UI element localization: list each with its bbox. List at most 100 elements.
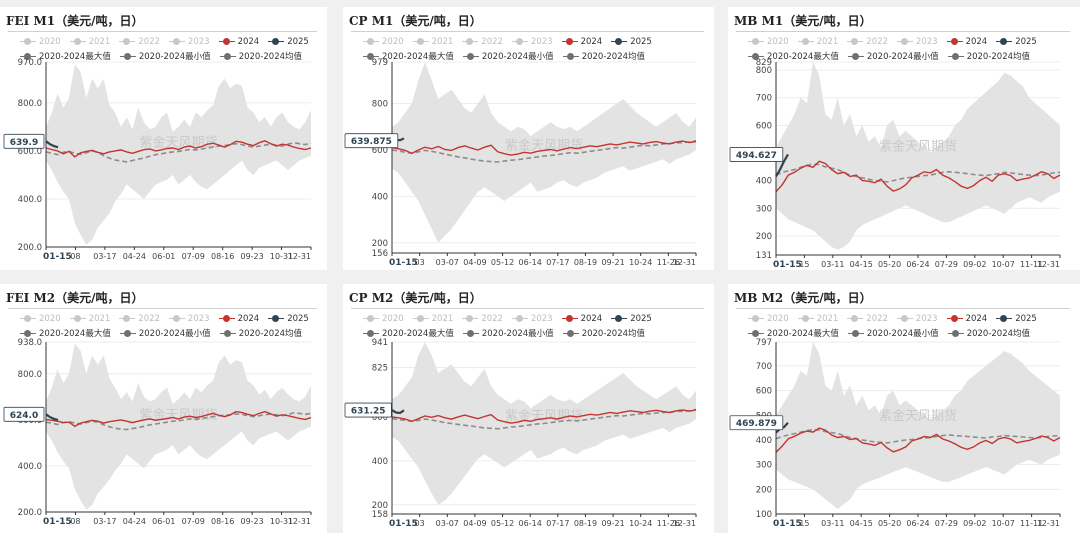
legend-item-3[interactable]: 2023 <box>511 312 553 327</box>
legend-item-6[interactable]: 2020-2024最大值 <box>20 327 111 342</box>
legend-marker-icon <box>363 52 379 61</box>
y-tick-label: 600 <box>372 146 388 156</box>
current-value-badge <box>729 415 784 431</box>
legend-marker-icon <box>363 329 379 338</box>
legend-item-6[interactable]: 2020-2024最大值 <box>20 50 111 65</box>
legend-item-4[interactable]: 2024 <box>561 312 602 327</box>
minmax-band <box>46 343 311 510</box>
legend-item-5[interactable]: 2025 <box>996 35 1037 50</box>
x-tick-label: 12-31 <box>673 519 696 528</box>
x-tick-label: 06-14 <box>519 258 542 267</box>
legend-marker-icon <box>947 329 964 338</box>
legend-item-1[interactable]: 2021 <box>797 35 838 50</box>
legend-label: 2025 <box>1015 314 1037 324</box>
y-tick-label: 941 <box>372 338 388 348</box>
y-tick-label: 600 <box>372 413 388 423</box>
legend-item-7[interactable]: 2020-2024最小值 <box>847 50 939 65</box>
legend-item-7[interactable]: 2020-2024最小值 <box>119 50 211 65</box>
legend-item-2[interactable]: 2022 <box>119 35 160 50</box>
legend-item-6[interactable]: 2020-2024最大值 <box>363 50 454 65</box>
current-value-label: 469.879 <box>736 419 777 429</box>
legend-item-4[interactable]: 2024 <box>561 35 602 50</box>
legend-item-0[interactable]: 2020 <box>20 312 61 327</box>
legend-item-7[interactable]: 2020-2024最小值 <box>462 327 554 342</box>
legend-item-3[interactable]: 2023 <box>168 35 210 50</box>
legend-item-3[interactable]: 2023 <box>896 35 938 50</box>
legend-item-4[interactable]: 2024 <box>946 35 987 50</box>
legend-item-0[interactable]: 2020 <box>20 35 61 50</box>
legend-item-2[interactable]: 2022 <box>462 35 503 50</box>
x-tick-label: 07-17 <box>546 258 569 267</box>
legend-label: 2025 <box>630 37 652 47</box>
legend-item-0[interactable]: 2020 <box>363 35 404 50</box>
legend-item-8[interactable]: 2020-2024均值 <box>219 327 303 342</box>
legend-item-0[interactable]: 2020 <box>363 312 404 327</box>
x-tick-label: 11-26 <box>657 519 680 528</box>
series-2024-line <box>391 409 697 424</box>
legend-item-5[interactable]: 2025 <box>268 35 309 50</box>
legend-item-8[interactable]: 2020-2024均值 <box>562 50 645 65</box>
legend-marker-icon <box>511 37 528 46</box>
legend-item-6[interactable]: 2020-2024最大值 <box>363 327 454 342</box>
legend-item-8[interactable]: 2020-2024均值 <box>219 50 302 65</box>
legend-marker-icon <box>561 37 578 46</box>
legend-item-6[interactable]: 2020-2024最大值 <box>748 327 839 342</box>
legend-item-0[interactable]: 2020 <box>748 312 789 327</box>
legend-marker-icon <box>69 314 86 323</box>
legend-item-0[interactable]: 2020 <box>748 35 789 50</box>
y-tick-label: 400 <box>756 177 772 187</box>
legend-item-2[interactable]: 2022 <box>462 312 503 327</box>
x-tick-label: 08 <box>70 517 80 526</box>
legend-item-1[interactable]: 2021 <box>69 35 110 50</box>
legend-item-5[interactable]: 2025 <box>996 312 1037 327</box>
legend-item-4[interactable]: 2024 <box>218 35 260 50</box>
x-tick-label: 12-31 <box>1037 519 1060 528</box>
legend-item-2[interactable]: 2022 <box>847 312 888 327</box>
legend-marker-icon <box>847 314 864 323</box>
legend-label: 2022 <box>866 37 888 47</box>
legend-item-8[interactable]: 2020-2024均值 <box>947 50 1030 65</box>
legend-item-1[interactable]: 2021 <box>412 312 453 327</box>
legend-item-3[interactable]: 2023 <box>168 312 210 327</box>
legend-item-3[interactable]: 2023 <box>511 35 553 50</box>
legend-marker-icon <box>748 37 764 46</box>
title-divider <box>736 31 1070 32</box>
y-tick-label: 600 <box>756 121 772 131</box>
legend-item-5[interactable]: 2025 <box>611 35 652 50</box>
chart-panel-cp-m1: CP M1（美元/吨，日） 2020 2021 2022 2023 2024 2025 202… <box>343 7 714 270</box>
legend-label: 2020 <box>767 314 789 324</box>
x-tick-label: 10-31 <box>270 517 293 526</box>
current-value-label: 631.25 <box>351 407 386 417</box>
x-tick-label: 07-29 <box>935 260 958 269</box>
legend-item-8[interactable]: 2020-2024均值 <box>562 327 645 342</box>
chart-title: FEI M1（美元/吨，日） <box>6 14 144 28</box>
legend-label: 2020-2024最小值 <box>138 329 211 339</box>
x-tick-label: 03-07 <box>436 519 459 528</box>
title-divider <box>8 308 317 309</box>
x-tick-label: 05-20 <box>878 260 901 269</box>
legend-item-2[interactable]: 2022 <box>119 312 160 327</box>
legend-item-1[interactable]: 2021 <box>797 312 838 327</box>
y-tick-label: 400 <box>756 436 772 446</box>
series-2025-line <box>45 140 59 149</box>
legend-item-4[interactable]: 2024 <box>946 312 987 327</box>
legend-item-7[interactable]: 2020-2024最小值 <box>462 50 554 65</box>
legend-item-1[interactable]: 2021 <box>412 35 453 50</box>
legend-item-5[interactable]: 2025 <box>611 312 652 327</box>
legend-item-7[interactable]: 2020-2024最小值 <box>847 327 939 342</box>
y-tick-label: 400 <box>372 192 388 202</box>
legend-label: 2023 <box>915 37 938 47</box>
legend-label: 2020-2024均值 <box>238 329 303 339</box>
legend-label: 2024 <box>237 37 260 47</box>
legend-item-1[interactable]: 2021 <box>69 312 110 327</box>
legend-item-7[interactable]: 2020-2024最小值 <box>119 327 211 342</box>
series-2025-line <box>45 413 59 421</box>
x-tick-label: 10-24 <box>629 258 652 267</box>
legend-item-5[interactable]: 2025 <box>268 312 309 327</box>
legend-item-6[interactable]: 2020-2024最大值 <box>748 50 839 65</box>
legend-item-2[interactable]: 2022 <box>847 35 888 50</box>
legend-item-4[interactable]: 2024 <box>218 312 259 327</box>
legend-item-3[interactable]: 2023 <box>896 312 938 327</box>
chart-panel-fei-m1: FEI M1（美元/吨，日） 2020 2021 2022 2023 2024 2025 20… <box>0 7 327 270</box>
legend-item-8[interactable]: 2020-2024均值 <box>947 327 1030 342</box>
